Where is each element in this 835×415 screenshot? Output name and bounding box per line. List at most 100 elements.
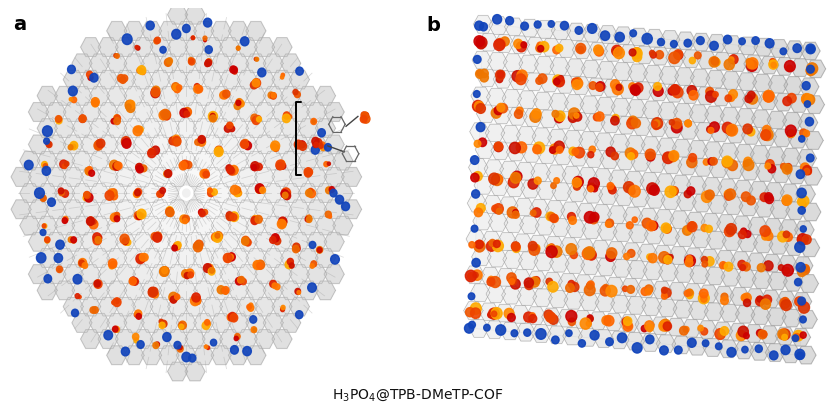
Circle shape (507, 273, 516, 283)
Circle shape (646, 221, 656, 231)
Circle shape (769, 60, 777, 69)
Polygon shape (63, 103, 84, 121)
Circle shape (271, 144, 277, 150)
Circle shape (226, 212, 234, 221)
Circle shape (548, 21, 554, 27)
Circle shape (768, 165, 776, 173)
Circle shape (521, 22, 529, 30)
Circle shape (744, 157, 752, 166)
Polygon shape (141, 281, 162, 300)
Polygon shape (281, 216, 301, 235)
Polygon shape (98, 200, 118, 219)
Circle shape (238, 277, 243, 283)
Polygon shape (475, 141, 494, 158)
Circle shape (493, 240, 504, 251)
Polygon shape (517, 127, 536, 144)
Circle shape (307, 189, 316, 198)
Circle shape (280, 163, 286, 169)
Circle shape (136, 254, 145, 264)
Polygon shape (480, 267, 500, 285)
Polygon shape (194, 119, 214, 138)
Polygon shape (141, 184, 162, 203)
Circle shape (493, 240, 500, 247)
Polygon shape (605, 277, 625, 295)
Circle shape (480, 73, 488, 82)
Polygon shape (509, 72, 529, 89)
Polygon shape (761, 290, 781, 308)
Circle shape (134, 212, 142, 220)
Circle shape (182, 270, 190, 278)
Circle shape (304, 168, 312, 176)
Circle shape (788, 130, 795, 137)
Circle shape (797, 170, 805, 178)
Circle shape (782, 164, 792, 174)
Polygon shape (263, 216, 283, 235)
Polygon shape (185, 168, 205, 186)
Circle shape (292, 246, 299, 253)
Polygon shape (555, 76, 575, 93)
Polygon shape (622, 243, 641, 261)
Polygon shape (589, 312, 608, 330)
Polygon shape (789, 95, 809, 112)
Polygon shape (185, 297, 205, 316)
Polygon shape (627, 100, 646, 117)
Circle shape (476, 70, 484, 78)
Circle shape (110, 261, 116, 268)
Polygon shape (176, 216, 196, 235)
Polygon shape (599, 187, 618, 204)
Circle shape (296, 67, 303, 75)
Polygon shape (675, 265, 694, 282)
Circle shape (741, 192, 751, 202)
Circle shape (742, 263, 750, 271)
Circle shape (253, 216, 258, 221)
Circle shape (236, 100, 240, 105)
Polygon shape (756, 164, 775, 181)
Polygon shape (504, 215, 524, 232)
Circle shape (491, 308, 502, 319)
Polygon shape (725, 161, 744, 178)
Polygon shape (324, 168, 344, 186)
Polygon shape (194, 346, 214, 365)
Circle shape (279, 221, 286, 228)
Circle shape (135, 46, 139, 49)
Circle shape (281, 73, 285, 77)
Circle shape (770, 351, 778, 360)
Circle shape (43, 138, 49, 144)
Polygon shape (534, 253, 554, 271)
Circle shape (651, 122, 657, 127)
Polygon shape (587, 78, 606, 95)
Circle shape (160, 188, 165, 193)
Circle shape (211, 116, 215, 121)
Circle shape (109, 160, 119, 170)
Polygon shape (763, 219, 783, 236)
Polygon shape (324, 135, 344, 154)
Polygon shape (202, 70, 222, 89)
Circle shape (555, 111, 565, 121)
Polygon shape (220, 297, 240, 316)
Circle shape (782, 195, 792, 205)
Polygon shape (289, 297, 310, 316)
Polygon shape (159, 22, 179, 40)
Polygon shape (98, 330, 118, 349)
Circle shape (627, 249, 635, 257)
Circle shape (195, 85, 203, 93)
Circle shape (539, 42, 549, 52)
Circle shape (133, 126, 142, 136)
Circle shape (726, 224, 736, 234)
Circle shape (115, 162, 122, 169)
Circle shape (568, 212, 575, 221)
Circle shape (488, 276, 494, 283)
Polygon shape (98, 135, 118, 154)
Polygon shape (272, 297, 292, 316)
Circle shape (568, 281, 574, 287)
Circle shape (166, 61, 170, 66)
Circle shape (497, 71, 504, 78)
Circle shape (111, 262, 116, 268)
Text: b: b (427, 16, 441, 35)
Circle shape (552, 110, 559, 117)
Polygon shape (726, 125, 746, 143)
Circle shape (114, 117, 120, 124)
Circle shape (632, 217, 637, 222)
Circle shape (121, 137, 130, 146)
Polygon shape (272, 232, 292, 251)
